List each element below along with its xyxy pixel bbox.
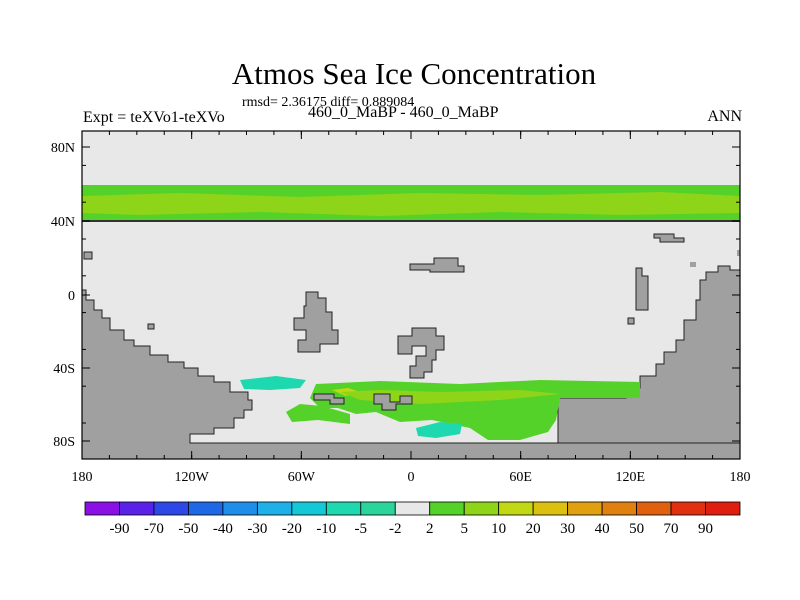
- lon-tick-label: 120W: [175, 470, 210, 485]
- lon-tick-label: 180: [72, 470, 93, 485]
- land-east-edge: [737, 250, 740, 256]
- colorbar-label: 90: [698, 521, 713, 537]
- colorbar-label: 20: [526, 521, 541, 537]
- colorbar-box: [256, 501, 293, 516]
- colorbar-box: [532, 501, 569, 516]
- colorbar-label: -20: [282, 521, 302, 537]
- north-band-edge: [82, 220, 740, 222]
- lon-tick-label: 180: [730, 470, 751, 485]
- colorbar-box: [670, 501, 706, 516]
- lat-tick-label: 40N: [51, 215, 75, 230]
- lat-tick-label: 40S: [53, 362, 75, 377]
- lat-tick-label: 80S: [53, 435, 75, 450]
- colorbar-label: 30: [560, 521, 575, 537]
- lat-tick-label: 0: [68, 289, 75, 304]
- colorbar-label: 50: [629, 521, 644, 537]
- island-d: [635, 267, 649, 311]
- south-cyan-patch-center: [416, 422, 462, 438]
- lon-tick-label: 60E: [509, 470, 532, 485]
- lat-tick-label: 80N: [51, 141, 75, 156]
- colorbar-box: [153, 501, 189, 516]
- colorbar: -90 -70 -50 -40 -30 -20 -10 -5 -2 2 5 10 20 30 40 50 70 9…: [84, 501, 741, 537]
- island-b: [653, 233, 685, 243]
- land-central-2: [397, 327, 445, 379]
- colorbar-box: [325, 501, 362, 516]
- latitude-axis: 80N 40N 0 40S 80S: [51, 141, 740, 450]
- colorbar-label: -5: [355, 521, 368, 537]
- north-change-band-inner: [82, 192, 740, 216]
- period-label: 460_0_MaBP - 460_0_MaBP: [308, 104, 499, 121]
- island-e: [627, 317, 635, 325]
- colorbar-box: [636, 501, 672, 516]
- page-title: Atmos Sea Ice Concentration: [231, 56, 597, 91]
- lon-tick-label: 60W: [288, 470, 316, 485]
- colorbar-label: -90: [109, 521, 129, 537]
- colorbar-box: [498, 501, 534, 516]
- rmsd-diff-stats: rmsd= 2.36175 diff= 0.889084: [242, 95, 415, 110]
- south-cyan-patch-west: [240, 376, 306, 390]
- south-yellow-green-patch: [340, 390, 560, 404]
- land-west: [81, 289, 741, 460]
- map-plot: [81, 130, 741, 460]
- colorbar-box: [188, 501, 224, 516]
- longitude-axis: 180 120W 60W 0 60E 120E 180: [72, 131, 751, 485]
- land-central-1: [293, 291, 339, 353]
- colorbar-box: [567, 501, 603, 516]
- colorbar-box: [84, 501, 120, 516]
- colorbar-box: [291, 501, 327, 516]
- colorbar-label: -2: [389, 521, 402, 537]
- colorbar-label: -70: [144, 521, 164, 537]
- colorbar-label: -40: [213, 521, 233, 537]
- colorbar-box: [601, 501, 637, 516]
- lon-tick-label: 120E: [616, 470, 646, 485]
- island-west: [83, 251, 93, 260]
- colorbar-label: 5: [460, 521, 468, 537]
- lon-tick-label: 0: [408, 470, 415, 485]
- colorbar-label: -50: [178, 521, 198, 537]
- colorbar-label: 40: [595, 521, 610, 537]
- colorbar-label: -10: [316, 521, 336, 537]
- island-a: [147, 323, 155, 330]
- experiment-label: Expt = teXVo1-teXVo: [83, 109, 225, 126]
- land-north-island: [409, 257, 465, 273]
- colorbar-label: 2: [426, 521, 434, 537]
- land-south-bit-2: [373, 393, 413, 411]
- colorbar-label: 70: [664, 521, 679, 537]
- colorbar-label: -30: [247, 521, 267, 537]
- colorbar-label: 10: [491, 521, 506, 537]
- colorbar-box: [463, 501, 500, 516]
- colorbar-box: [429, 501, 465, 516]
- land-south-bit-1: [313, 393, 345, 405]
- colorbar-box: [360, 501, 396, 516]
- colorbar-box: [222, 501, 258, 516]
- colorbar-box: [119, 501, 155, 516]
- south-green-arc: [286, 404, 350, 424]
- colorbar-box: [394, 501, 431, 516]
- colorbar-box: [705, 501, 741, 516]
- island-c: [690, 262, 696, 267]
- season-label: ANN: [707, 108, 742, 125]
